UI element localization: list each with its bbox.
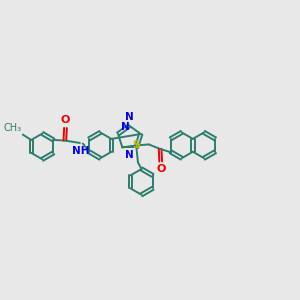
Text: NH: NH [72, 146, 90, 156]
Text: N: N [125, 112, 134, 122]
Text: S: S [132, 140, 140, 150]
Text: N: N [121, 122, 130, 132]
Text: O: O [61, 115, 70, 125]
Text: CH₃: CH₃ [3, 123, 22, 134]
Text: O: O [156, 164, 165, 175]
Text: N: N [125, 150, 134, 160]
